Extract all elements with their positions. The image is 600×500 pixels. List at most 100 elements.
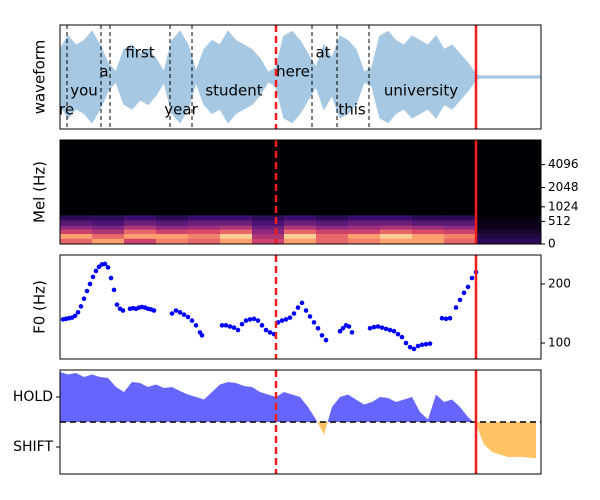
f0-point — [395, 331, 401, 337]
f0-point — [419, 342, 425, 348]
heatmap-cell — [316, 220, 349, 226]
f0-point — [81, 296, 87, 302]
f0-point — [453, 305, 459, 310]
heatmap-cell — [124, 215, 157, 221]
f0-point — [427, 341, 433, 346]
heatmap-cell — [60, 220, 93, 226]
heatmap-cell — [220, 225, 253, 230]
heatmap-cell — [412, 225, 445, 230]
word-label: year — [164, 101, 198, 119]
shift-area — [60, 422, 536, 458]
panel — [60, 140, 541, 244]
heatmap-cell — [124, 238, 157, 244]
y-tick-label: 0 — [548, 237, 556, 251]
f0-point — [461, 290, 467, 296]
f0-point — [231, 325, 237, 330]
word-label: university — [384, 82, 458, 100]
f0-point — [337, 328, 343, 334]
panel — [60, 261, 479, 352]
heatmap-cell — [412, 233, 445, 239]
f0-point — [291, 311, 297, 316]
f0-point — [303, 308, 309, 313]
f0-point — [323, 337, 329, 343]
heatmap-cell — [60, 215, 93, 221]
heatmap-cell — [348, 233, 381, 239]
heatmap-cell — [92, 225, 125, 230]
f0-point — [383, 326, 389, 332]
f0-point — [84, 288, 90, 294]
f0-point — [235, 327, 241, 333]
f0-point — [319, 333, 325, 338]
heatmap-cell — [156, 220, 189, 226]
f0-point — [247, 317, 253, 322]
heatmap-cell — [380, 225, 413, 230]
f0-point — [447, 315, 453, 321]
heatmap-cell — [60, 229, 93, 234]
f0-point — [367, 325, 373, 331]
heatmap-cell — [252, 225, 285, 230]
heatmap-cell — [188, 238, 221, 244]
f0-point — [72, 313, 78, 319]
heatmap-cell — [60, 233, 93, 239]
f0-point — [411, 346, 417, 352]
f0-point — [375, 324, 381, 329]
f0-point — [185, 314, 191, 320]
f0-point — [259, 323, 265, 328]
f0-point — [267, 330, 273, 335]
heatmap-cell — [380, 238, 413, 244]
f0-point — [415, 343, 421, 349]
heatmap-cell — [444, 220, 477, 226]
f0-point — [295, 305, 301, 310]
f0-point — [255, 318, 261, 323]
heatmap-cell — [348, 225, 381, 230]
f0-point — [90, 274, 96, 280]
heatmap-cell — [316, 215, 349, 221]
waveform — [60, 30, 541, 124]
heatmap-cell — [284, 238, 317, 244]
f0-point — [379, 325, 385, 330]
heatmap-cell — [412, 215, 445, 221]
heatmap-cell — [60, 238, 93, 244]
heatmap-cell — [316, 238, 349, 244]
heatmap-cell — [156, 225, 189, 230]
panel — [60, 372, 541, 458]
heatmap-cell — [252, 238, 285, 244]
f0-point — [399, 334, 405, 340]
y-tick-label: 2048 — [548, 180, 579, 194]
heatmap-cell — [476, 220, 541, 226]
heatmap-cell — [92, 233, 125, 239]
heatmap-cell — [124, 229, 157, 234]
heatmap-cell — [444, 238, 477, 244]
f0-point — [177, 310, 183, 315]
heatmap-cell — [156, 233, 189, 239]
heatmap-cell — [284, 229, 317, 234]
word-label: are — [50, 101, 74, 119]
heatmap-cell — [220, 220, 253, 226]
heatmap-cell — [444, 229, 477, 234]
heatmap-cell — [316, 225, 349, 230]
f0-point — [219, 323, 225, 328]
heatmap-cell — [444, 225, 477, 230]
y-tick-label: 100 — [548, 336, 571, 350]
heatmap-cell — [156, 229, 189, 234]
heatmap-cell — [476, 233, 541, 239]
f0-point — [371, 324, 377, 330]
word-label: a — [99, 63, 108, 81]
panel-frame — [59, 369, 542, 475]
hold-area — [60, 372, 536, 422]
f0-point — [349, 330, 355, 335]
word-label: first — [125, 44, 154, 62]
f0-point — [193, 323, 199, 328]
f0-point — [443, 316, 449, 322]
heatmap-cell — [412, 229, 445, 234]
f0-point — [287, 315, 293, 320]
heatmap-cell — [156, 215, 189, 221]
panel-frame — [59, 24, 542, 130]
f0-point — [346, 324, 352, 329]
f0-point — [423, 341, 429, 347]
f0-point — [93, 268, 99, 274]
heatmap-cell — [316, 233, 349, 239]
heatmap-cell — [92, 215, 125, 221]
